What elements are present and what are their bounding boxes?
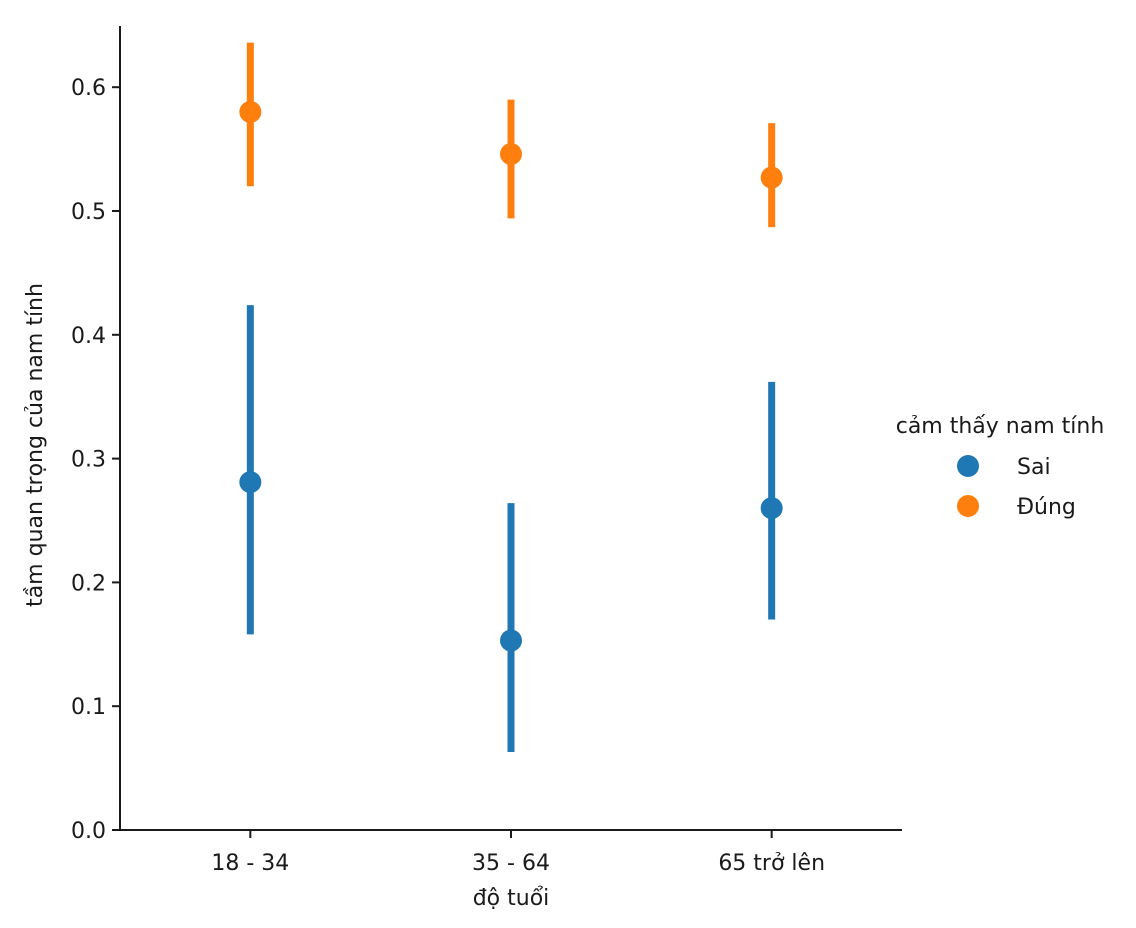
y-axis-label: tầm quan trọng của nam tính: [23, 283, 48, 607]
data-point: [500, 629, 522, 652]
legend-entries: Sai Đúng: [957, 455, 1076, 520]
series-0: [239, 305, 783, 753]
series-layer: [239, 42, 783, 753]
y-ticks: 0.0 0.1 0.2 0.3 0.4 0.5 0.6: [71, 76, 120, 844]
x-tick-label: 18 - 34: [211, 851, 289, 876]
data-point: [239, 471, 262, 494]
y-tick-label: 0.4: [71, 324, 106, 349]
y-tick-label: 0.5: [71, 200, 106, 225]
x-ticks: 18 - 34 35 - 64 65 trở lên: [211, 830, 825, 876]
y-tick-label: 0.0: [71, 819, 106, 844]
data-point: [239, 100, 262, 123]
legend-label: Sai: [1017, 455, 1051, 480]
x-axis-label: độ tuổi: [473, 886, 550, 911]
series-1: [239, 42, 783, 228]
legend-title: cảm thấy nam tính: [896, 414, 1105, 439]
legend-label: Đúng: [1017, 495, 1076, 520]
y-tick-label: 0.6: [71, 76, 106, 101]
y-tick-label: 0.2: [71, 571, 106, 596]
y-tick-label: 0.3: [71, 448, 106, 473]
data-point: [760, 166, 783, 189]
legend-marker: [957, 495, 979, 517]
legend: cảm thấy nam tính Sai Đúng: [896, 414, 1105, 520]
data-point: [760, 497, 783, 520]
x-tick-label: 35 - 64: [472, 851, 550, 876]
legend-marker: [957, 455, 979, 477]
data-point: [500, 143, 522, 166]
y-tick-label: 0.1: [71, 695, 106, 720]
x-tick-label: 65 trở lên: [718, 851, 825, 876]
